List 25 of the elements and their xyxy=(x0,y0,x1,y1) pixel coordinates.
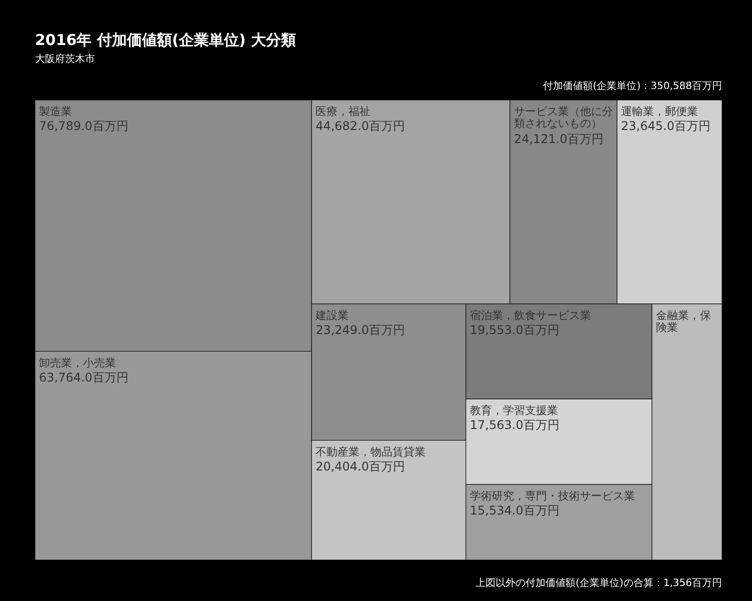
text: 大阪府茨木市 xyxy=(35,53,95,65)
data-label: 63,764.0百万円 xyxy=(39,370,128,384)
text: 上図以外の付加価値額(企業単位)の合算：1,356百万円 xyxy=(476,577,722,589)
category-label: 建設業 xyxy=(314,308,349,322)
category-label: 運輸業，郵便業 xyxy=(621,105,698,118)
data-label: 23,249.0百万円 xyxy=(316,322,406,337)
category-label: 宿泊業，飲食サービス業 xyxy=(470,308,591,322)
data-label: 44,682.0百万円 xyxy=(316,119,406,133)
category-label: 医療，福祉 xyxy=(316,105,371,118)
category-label: 教育，学習支援業 xyxy=(470,404,558,418)
text: 付加価値額(企業単位)：350,588百万円 xyxy=(542,80,722,92)
category-label: 不動産業，物品賃貸業 xyxy=(316,445,426,458)
data-label: 19,553.0百万円 xyxy=(470,322,560,337)
data-label: 20,404.0百万円 xyxy=(316,459,406,474)
data-label: 24,121.0百万円 xyxy=(514,132,604,146)
text: 2016年 付加価値額(企業単位) 大分類 xyxy=(35,31,296,49)
data-label: 17,563.0百万円 xyxy=(470,418,560,432)
data-label: 15,534.0百万円 xyxy=(470,503,560,518)
category-label: 金融業，保険業 xyxy=(656,308,711,334)
data-label: 76,789.0百万円 xyxy=(39,119,128,133)
category-label: 製造業 xyxy=(39,105,72,118)
category-label: 卸売業，小売業 xyxy=(39,356,116,370)
category-label: 学術研究，専門・技術サービス業 xyxy=(470,489,635,502)
category-label: サービス業（他に分類されないもの） xyxy=(514,105,613,130)
data-label: 23,645.0百万円 xyxy=(621,119,710,133)
